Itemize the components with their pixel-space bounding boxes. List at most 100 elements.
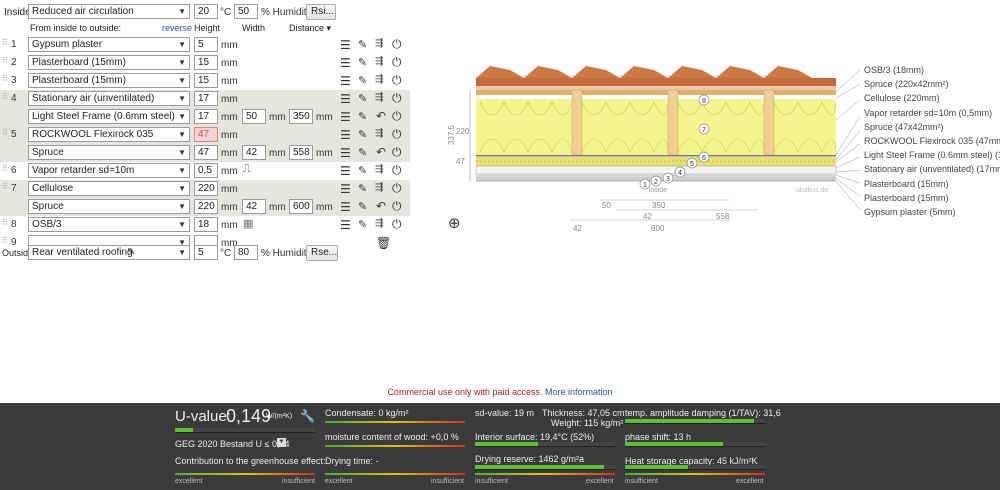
rsi-button[interactable]: Rsi... bbox=[306, 4, 336, 20]
outside-climate-select[interactable]: Rear ventilated roofing ✎ ▼ bbox=[28, 245, 190, 260]
sublayer-distance-input[interactable]: 600 bbox=[289, 199, 313, 214]
layer-material-value: Stationary air (unventilated) bbox=[32, 93, 155, 104]
power-icon[interactable]: ⏻ bbox=[392, 127, 402, 141]
sublayer-material-select[interactable]: Spruce ▼ bbox=[28, 145, 190, 160]
add-sublayer-icon[interactable]: ⇶ bbox=[375, 164, 384, 175]
pencil-icon[interactable]: ✎ bbox=[358, 39, 368, 51]
power-icon[interactable]: ⏻ bbox=[392, 73, 402, 87]
add-sublayer-icon[interactable]: ⇶ bbox=[375, 56, 384, 67]
pencil-icon[interactable]: ✎ bbox=[358, 219, 368, 231]
outside-temp-input[interactable]: 5 bbox=[194, 245, 218, 260]
menu-icon[interactable]: ☰ bbox=[340, 56, 351, 70]
sublayer-width-input[interactable]: 50 bbox=[242, 109, 266, 124]
layer-material-select[interactable]: ROCKWOOL Flexirock 035 ▼ bbox=[28, 127, 190, 142]
outside-humidity-input[interactable]: 80 bbox=[234, 245, 258, 260]
drag-handle-icon[interactable]: ⠿ bbox=[2, 236, 8, 245]
drag-handle-icon[interactable]: ⠿ bbox=[2, 164, 8, 173]
reverse-link[interactable]: reverse bbox=[162, 23, 193, 33]
sublayer-width-input[interactable]: 42 bbox=[242, 199, 266, 214]
inside-climate-select[interactable]: Reduced air circulation ▼ bbox=[28, 4, 190, 19]
sublayer-material-select[interactable]: Spruce ▼ bbox=[28, 199, 190, 214]
power-icon[interactable]: ⏻ bbox=[392, 199, 402, 213]
pencil-icon[interactable]: ✎ bbox=[127, 247, 136, 258]
undo-icon[interactable]: ↶ bbox=[376, 199, 387, 213]
menu-icon[interactable]: ☰ bbox=[340, 74, 351, 88]
layer-thickness-input[interactable]: 47 bbox=[194, 127, 218, 142]
wrench-icon[interactable]: 🔧 bbox=[300, 409, 315, 423]
layer-material-select[interactable]: Cellulose ▼ bbox=[28, 181, 190, 196]
menu-icon[interactable]: ☰ bbox=[340, 128, 351, 142]
power-icon[interactable]: ⏻ bbox=[392, 145, 402, 159]
pencil-icon[interactable]: ✎ bbox=[358, 165, 368, 177]
layer-material-select[interactable]: Plasterboard (15mm) ▼ bbox=[28, 73, 190, 88]
pencil-icon[interactable]: ✎ bbox=[358, 111, 368, 123]
layer-thickness-input[interactable]: 18 bbox=[194, 217, 218, 232]
layer-material-select[interactable]: Stationary air (unventilated) ▼ bbox=[28, 91, 190, 106]
drag-handle-icon[interactable]: ⠿ bbox=[2, 38, 8, 47]
layer-material-select[interactable]: Plasterboard (15mm) ▼ bbox=[28, 55, 190, 70]
power-icon[interactable]: ⏻ bbox=[392, 217, 402, 231]
power-icon[interactable]: ⏻ bbox=[392, 163, 402, 177]
layer-thickness-input[interactable]: 17 bbox=[194, 91, 218, 106]
power-icon[interactable]: ⏻ bbox=[392, 181, 402, 195]
add-sublayer-icon[interactable]: ⇶ bbox=[375, 218, 384, 229]
menu-icon[interactable]: ☰ bbox=[340, 200, 351, 214]
add-sublayer-icon[interactable]: ⇶ bbox=[375, 38, 384, 49]
menu-icon[interactable]: ☰ bbox=[340, 110, 351, 124]
menu-icon[interactable]: ☰ bbox=[340, 92, 351, 106]
rse-button[interactable]: Rse... bbox=[306, 245, 338, 261]
pencil-icon[interactable]: ✎ bbox=[358, 201, 368, 213]
layer-thickness-input[interactable]: 220 bbox=[194, 181, 218, 196]
trash-icon[interactable]: 🗑 bbox=[376, 236, 392, 250]
sublayer-thickness-input[interactable]: 17 bbox=[194, 109, 218, 124]
power-icon[interactable]: ⏻ bbox=[392, 55, 402, 69]
layer-thickness-input[interactable]: 15 bbox=[194, 73, 218, 88]
layer-material-select[interactable]: OSB/3 ▼ bbox=[28, 217, 190, 232]
distance-header[interactable]: Distance ▾ bbox=[289, 23, 332, 33]
menu-icon[interactable]: ☰ bbox=[340, 182, 351, 196]
pencil-icon[interactable]: ✎ bbox=[358, 147, 368, 159]
sublayer-width-input[interactable]: 42 bbox=[242, 145, 266, 160]
add-sublayer-icon[interactable]: ⇶ bbox=[375, 128, 384, 139]
undo-icon[interactable]: ↶ bbox=[376, 109, 387, 123]
drag-handle-icon[interactable]: ⠿ bbox=[2, 218, 8, 227]
power-icon[interactable]: ⏻ bbox=[392, 91, 402, 105]
menu-icon[interactable]: ☰ bbox=[340, 218, 351, 232]
drag-handle-icon[interactable]: ⠿ bbox=[2, 74, 8, 83]
layer-thickness-input[interactable]: 15 bbox=[194, 55, 218, 70]
drag-handle-icon[interactable]: ⠿ bbox=[2, 128, 8, 137]
more-information-link[interactable]: More information bbox=[545, 387, 613, 397]
menu-icon[interactable]: ☰ bbox=[340, 38, 351, 52]
geg-dropdown-icon[interactable]: ▼ bbox=[277, 438, 286, 447]
layer-thickness-input[interactable]: 0,5 bbox=[194, 163, 218, 178]
pencil-icon[interactable]: ✎ bbox=[358, 183, 368, 195]
drag-handle-icon[interactable]: ⠿ bbox=[2, 182, 8, 191]
sublayer-thickness-input[interactable]: 47 bbox=[194, 145, 218, 160]
inside-text: inside bbox=[649, 187, 667, 194]
add-sublayer-icon[interactable]: ⇶ bbox=[375, 92, 384, 103]
pencil-icon[interactable]: ✎ bbox=[358, 57, 368, 69]
pencil-icon[interactable]: ✎ bbox=[358, 75, 368, 87]
power-icon[interactable]: ⏻ bbox=[392, 37, 402, 51]
layer-material-select[interactable]: Gypsum plaster ▼ bbox=[28, 37, 190, 52]
add-sublayer-icon[interactable]: ⇶ bbox=[375, 74, 384, 85]
sublayer-material-select[interactable]: Light Steel Frame (0.6mm steel) ▼ bbox=[28, 109, 190, 124]
add-sublayer-icon[interactable]: ⇶ bbox=[375, 182, 384, 193]
zoom-icon[interactable]: ⊕ bbox=[448, 215, 461, 232]
inside-humidity-input[interactable]: 50 bbox=[234, 4, 258, 19]
condensate: Condensate: 0 kg/m² bbox=[325, 408, 409, 418]
pencil-icon[interactable]: ✎ bbox=[358, 129, 368, 141]
inside-temp-input[interactable]: 20 bbox=[194, 4, 218, 19]
drag-handle-icon[interactable]: ⠿ bbox=[2, 92, 8, 101]
drag-handle-icon[interactable]: ⠿ bbox=[2, 56, 8, 65]
menu-icon[interactable]: ☰ bbox=[340, 164, 351, 178]
menu-icon[interactable]: ☰ bbox=[340, 146, 351, 160]
sublayer-distance-input[interactable]: 350 bbox=[289, 109, 313, 124]
sublayer-distance-input[interactable]: 558 bbox=[289, 145, 313, 160]
layer-material-select[interactable]: Vapor retarder sd=10m ▼ bbox=[28, 163, 190, 178]
pencil-icon[interactable]: ✎ bbox=[358, 93, 368, 105]
undo-icon[interactable]: ↶ bbox=[376, 145, 387, 159]
sublayer-thickness-input[interactable]: 220 bbox=[194, 199, 218, 214]
power-icon[interactable]: ⏻ bbox=[392, 109, 402, 123]
layer-thickness-input[interactable]: 5 bbox=[194, 37, 218, 52]
